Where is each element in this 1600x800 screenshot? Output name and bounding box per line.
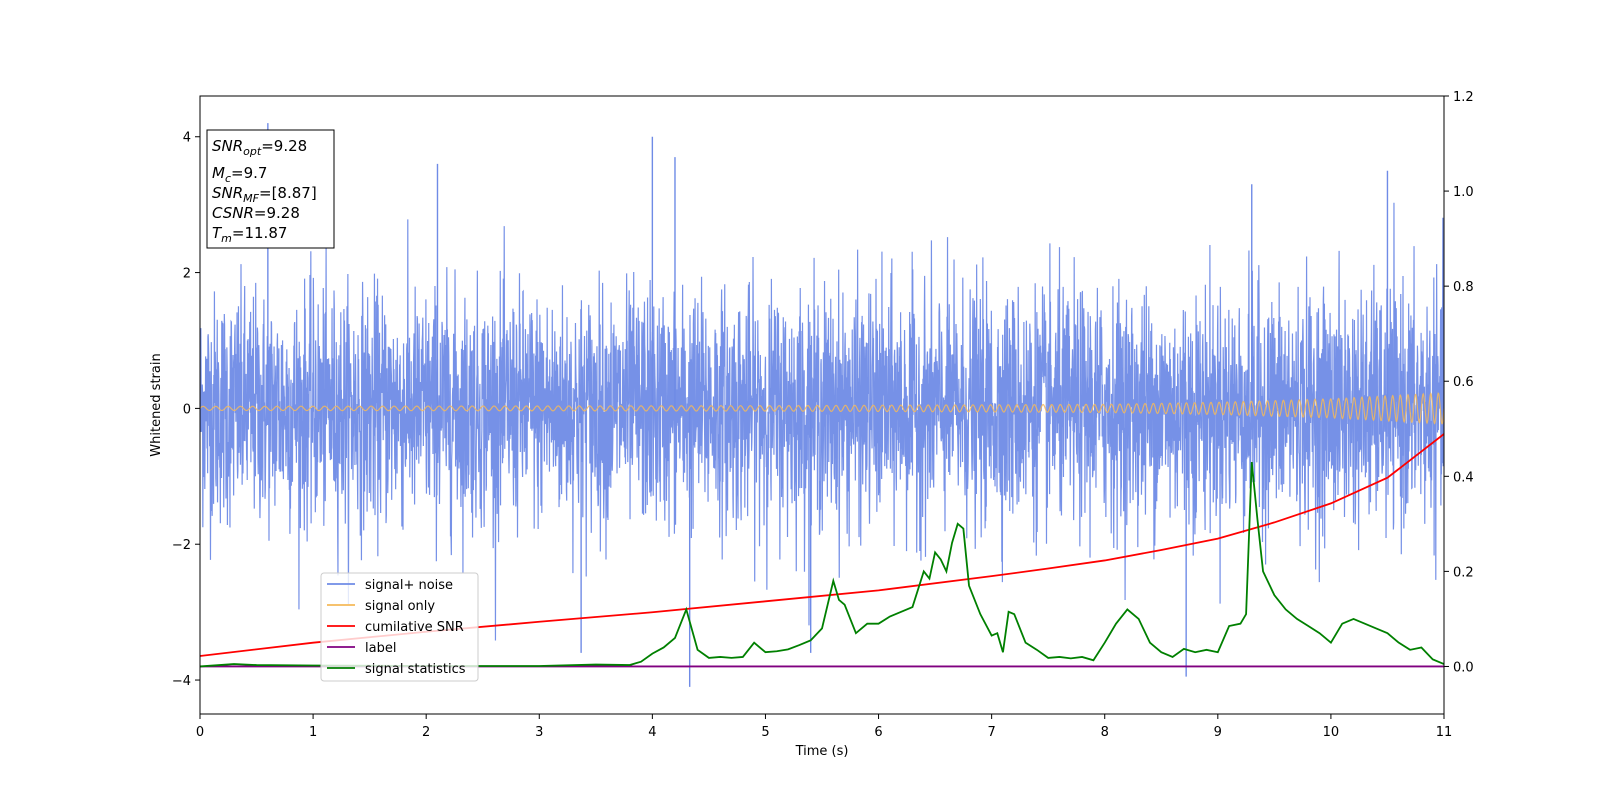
- x-tick-label: 11: [1436, 725, 1453, 740]
- y-left-tick-label: −4: [172, 674, 191, 689]
- x-tick-label: 2: [422, 725, 430, 740]
- x-tick-label: 8: [1101, 725, 1109, 740]
- y-right-tick-label: 0.0: [1453, 660, 1474, 675]
- legend-frame: [320, 572, 479, 682]
- plot-frame: [199, 95, 1445, 715]
- y-left-tick-label: −2: [172, 538, 191, 553]
- legend-label-signal-statistics: signal statistics: [365, 662, 466, 677]
- x-tick-label: 9: [1214, 725, 1222, 740]
- series-cumulative-snr: [200, 433, 1444, 657]
- x-tick-label: 10: [1323, 725, 1340, 740]
- y-right-tick-label: 1.0: [1453, 185, 1474, 200]
- legend-entry-signal-noise: signal+ noise: [327, 578, 453, 593]
- right-y-axis-ticks: 0.0 0.2 0.4 0.6 0.8 1.0 1.2: [1444, 90, 1474, 675]
- info-box: SNRopt=9.28 Mc=9.7 SNRMF=[8.87] CSNR=9.2…: [206, 129, 335, 249]
- info-csnr: CSNR=9.28: [212, 204, 300, 222]
- legend: signal+ noise signal only cumilative SNR…: [320, 572, 479, 682]
- x-axis-label: Time (s): [795, 744, 849, 759]
- left-y-axis-ticks: −4 −2 0 2 4: [172, 131, 200, 689]
- series-signal-only: [200, 392, 1444, 425]
- x-tick-label: 4: [648, 725, 656, 740]
- y-right-tick-label: 1.2: [1453, 90, 1474, 105]
- x-axis-ticks: 0 1 2 3 4 5 6 7 8 9 10 11: [196, 714, 1452, 740]
- legend-entry-cumulative-snr: cumilative SNR: [327, 620, 464, 635]
- legend-label-signal-noise: signal+ noise: [365, 578, 453, 593]
- info-mc: Mc=9.7: [212, 164, 267, 185]
- y-right-tick-label: 0.8: [1453, 280, 1474, 295]
- series-signal-statistics: [200, 461, 1444, 668]
- y-right-tick-label: 0.6: [1453, 375, 1474, 390]
- legend-entry-signal-only: signal only: [327, 599, 435, 614]
- y-left-tick-label: 2: [183, 267, 191, 282]
- y-axis-label: Whitened strain: [149, 353, 164, 456]
- info-box-frame: [206, 129, 335, 249]
- info-snr-mf: SNRMF=[8.87]: [212, 184, 317, 205]
- legend-label-signal-only: signal only: [365, 599, 435, 614]
- x-tick-label: 0: [196, 725, 204, 740]
- x-tick-label: 7: [987, 725, 995, 740]
- y-left-tick-label: 4: [183, 131, 191, 146]
- x-tick-label: 5: [761, 725, 769, 740]
- x-tick-label: 6: [874, 725, 882, 740]
- legend-label-cumulative-snr: cumilative SNR: [365, 620, 464, 635]
- legend-label-label: label: [365, 641, 396, 656]
- x-tick-label: 1: [309, 725, 317, 740]
- y-right-tick-label: 0.4: [1453, 470, 1474, 485]
- x-tick-label: 3: [535, 725, 543, 740]
- info-snr-opt: SNRopt=9.28: [212, 137, 307, 158]
- y-left-tick-label: 0: [183, 402, 191, 417]
- plot-series: [200, 123, 1444, 687]
- info-tm: Tm=11.87: [212, 224, 287, 245]
- series-signal-noise: [200, 202, 1444, 641]
- legend-entry-signal-statistics: signal statistics: [327, 662, 466, 677]
- legend-entry-label: label: [327, 641, 396, 656]
- y-right-tick-label: 0.2: [1453, 565, 1474, 580]
